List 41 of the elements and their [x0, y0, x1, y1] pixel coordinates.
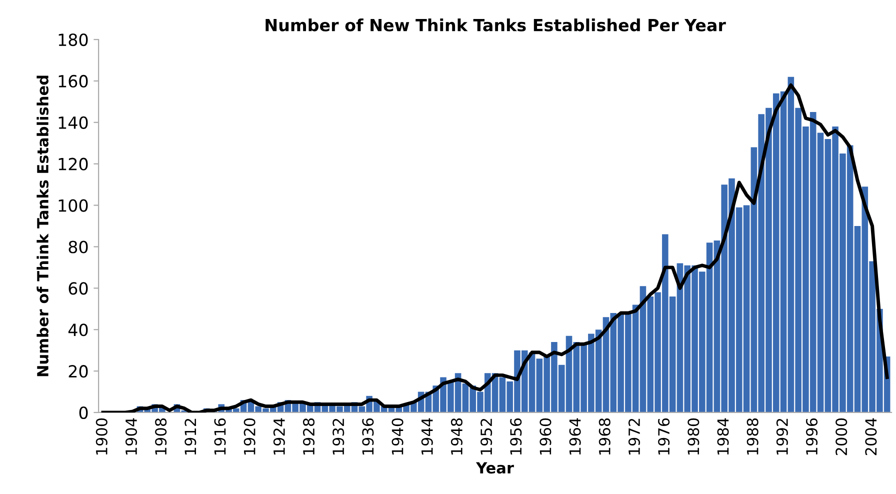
x-tick-label: 1976	[658, 418, 670, 455]
x-tick-label: 1912	[184, 418, 196, 455]
x-tick-label: 1904	[125, 418, 138, 455]
y-tick-label: 80	[68, 240, 88, 254]
x-tick-label: 1996	[806, 418, 818, 455]
x-tick-label: 2004	[865, 418, 877, 456]
x-tick-label: 1936	[362, 418, 374, 455]
x-tick-label: 1972	[628, 418, 640, 455]
y-tick-label: 0	[79, 406, 88, 420]
y-tick-label: 40	[68, 324, 88, 336]
x-tick-label: 1968	[598, 418, 610, 455]
x-tick-label: 1944	[421, 418, 433, 455]
y-axis-title: Number of Think Tanks Established	[36, 76, 49, 376]
x-tick-label: 2000	[836, 418, 848, 456]
y-tick-label: 120	[58, 158, 88, 170]
y-tick-label: 140	[58, 116, 88, 129]
x-axis-title: Year	[476, 462, 514, 474]
x-tick-label: 1916	[214, 418, 226, 455]
x-tick-label: 1988	[746, 418, 758, 455]
x-tick-label: 1956	[510, 418, 522, 455]
x-tick-label: 1964	[569, 418, 581, 455]
x-tick-label: 1908	[155, 418, 167, 455]
x-tick-label: 1980	[688, 418, 700, 455]
x-tick-label: 1992	[776, 418, 788, 455]
x-tick-label: 1940	[392, 418, 404, 455]
x-tick-label: 1960	[540, 418, 552, 455]
x-tick-label: 1920	[244, 418, 256, 455]
x-tick-label: 1932	[332, 418, 344, 455]
x-tick-label: 1928	[302, 418, 315, 455]
y-tick-label: 100	[58, 199, 88, 212]
x-tick-label: 1924	[273, 418, 285, 455]
y-tick-label: 180	[58, 33, 88, 46]
chart-title: Number of New Think Tanks Established Per Year	[266, 18, 726, 32]
x-tick-label: 1900	[96, 418, 108, 455]
x-tick-label: 1984	[717, 418, 729, 455]
x-tick-label: 1948	[450, 418, 462, 455]
x-tick-label: 1952	[480, 418, 492, 455]
y-tick-label: 60	[68, 282, 88, 295]
y-tick-label: 160	[58, 74, 88, 88]
y-tick-label: 20	[68, 365, 88, 378]
line-series	[101, 83, 889, 412]
